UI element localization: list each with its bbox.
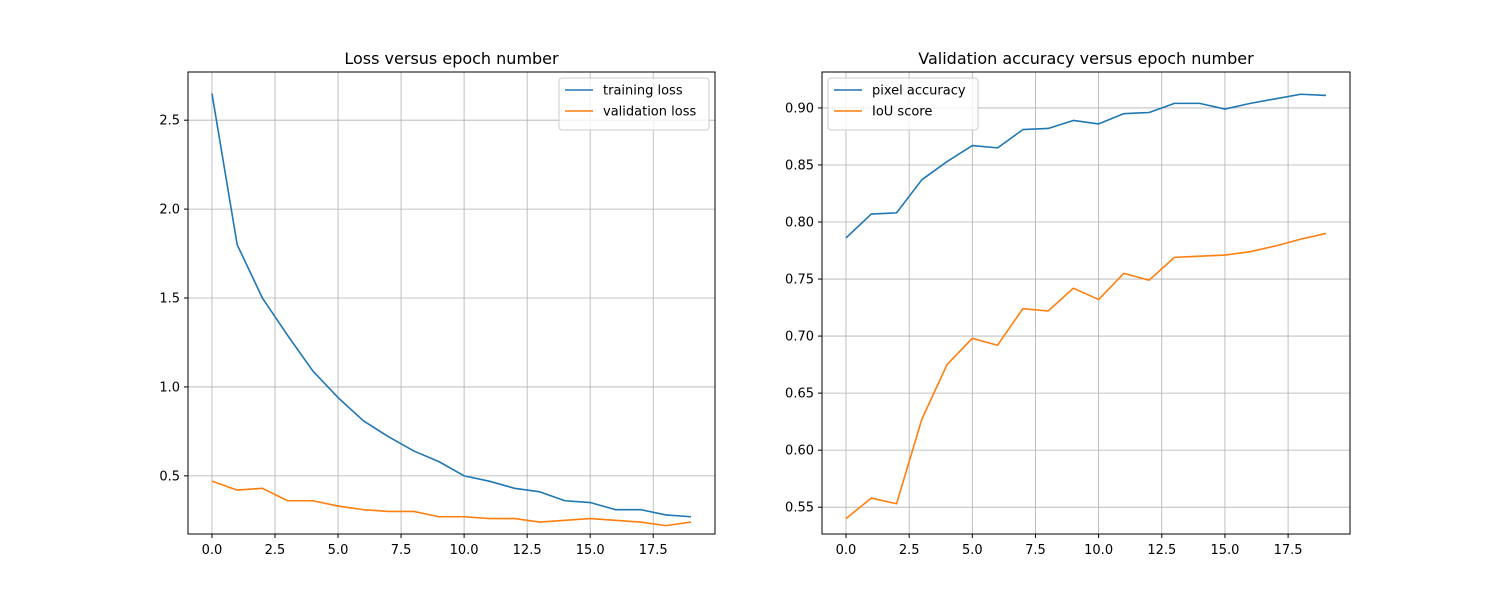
y-tick-label: 0.60: [785, 444, 814, 459]
accuracy-plot-frame: [821, 71, 1351, 535]
x-tick-label: 7.5: [1025, 543, 1046, 558]
loss-grid: [188, 72, 715, 534]
loss-legend: training loss validation loss: [558, 77, 710, 131]
x-tick-label: 5.0: [328, 543, 349, 558]
y-tick-label: 0.55: [785, 501, 814, 516]
y-tick-label: 0.5: [159, 469, 180, 484]
series-line-validation-loss: [211, 480, 692, 527]
series-line-iou-score: [845, 232, 1327, 520]
y-tick-label: 0.65: [785, 387, 814, 402]
x-tick-label: 10.0: [1084, 543, 1113, 558]
y-tick-label: 1.0: [159, 380, 180, 395]
x-tick-label: 2.5: [899, 543, 920, 558]
x-tick-label: 10.0: [450, 543, 479, 558]
accuracy-legend: pixel accuracy IoU score: [827, 77, 979, 131]
x-tick-label: 5.0: [962, 543, 983, 558]
legend-label-training-loss: training loss: [603, 84, 683, 99]
x-tick-label: 15.0: [576, 543, 605, 558]
loss-chart-panel: 0.0 2.5 5.0 7.5 10.0 12.5 15.0 17.5 0.5 1.0 1.5 2.0…: [159, 49, 716, 558]
y-tick-label: 0.85: [785, 158, 814, 173]
loss-chart-title: Loss versus epoch number: [344, 49, 559, 68]
x-tick-label: 17.5: [1274, 543, 1303, 558]
y-tick-label: 0.70: [785, 330, 814, 345]
legend-label-validation-loss: validation loss: [603, 105, 696, 120]
loss-plot-frame: [187, 71, 716, 535]
legend-label-iou-score: IoU score: [872, 105, 932, 120]
accuracy-grid: [822, 72, 1350, 534]
x-tick-label: 0.0: [202, 543, 223, 558]
series-line-training-loss: [211, 93, 692, 518]
legend-box: [558, 77, 710, 131]
x-tick-label: 2.5: [265, 543, 286, 558]
y-tick-label: 0.90: [785, 101, 814, 116]
x-tick-label: 12.5: [1147, 543, 1176, 558]
accuracy-x-axis: 0.0 2.5 5.0 7.5 10.0 12.5 15.0 17.5: [836, 534, 1303, 558]
x-tick-label: 7.5: [391, 543, 412, 558]
accuracy-chart-panel: 0.0 2.5 5.0 7.5 10.0 12.5 15.0 17.5 0.55 0.60 0.65…: [785, 49, 1351, 558]
legend-label-pixel-accuracy: pixel accuracy: [872, 84, 966, 99]
loss-series-group: [211, 93, 692, 527]
x-tick-label: 15.0: [1210, 543, 1239, 558]
loss-x-axis: 0.0 2.5 5.0 7.5 10.0 12.5 15.0 17.5: [202, 534, 668, 558]
y-tick-label: 2.5: [159, 114, 180, 129]
y-tick-label: 1.5: [159, 292, 180, 307]
x-tick-label: 12.5: [513, 543, 542, 558]
accuracy-chart-title: Validation accuracy versus epoch number: [918, 49, 1254, 68]
accuracy-y-axis: 0.55 0.60 0.65 0.70 0.75 0.80 0.85 0.90: [785, 101, 822, 516]
series-line-pixel-accuracy: [845, 93, 1327, 239]
y-tick-label: 0.80: [785, 216, 814, 231]
legend-box: [827, 77, 979, 131]
x-tick-label: 17.5: [639, 543, 668, 558]
y-tick-label: 2.0: [159, 203, 180, 218]
x-tick-label: 0.0: [836, 543, 857, 558]
accuracy-series-group: [845, 93, 1327, 520]
y-tick-label: 0.75: [785, 273, 814, 288]
loss-y-axis: 0.5 1.0 1.5 2.0 2.5: [159, 114, 188, 484]
